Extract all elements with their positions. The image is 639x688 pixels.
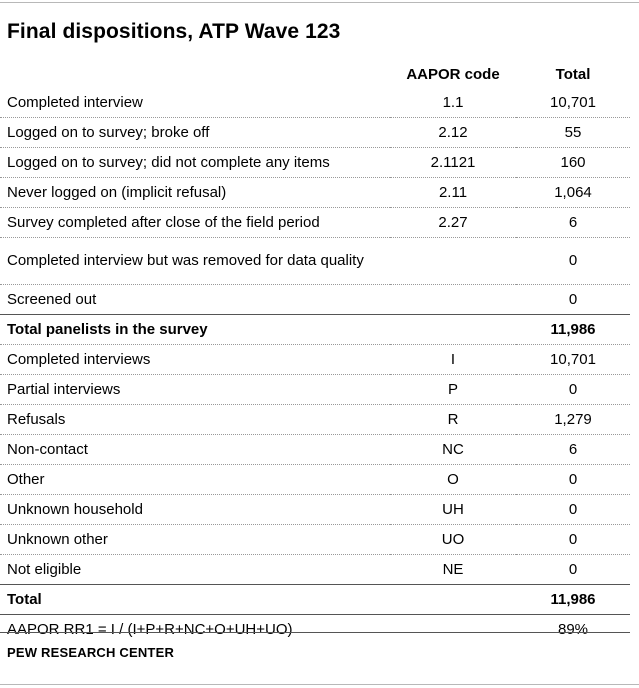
row-code: UH (390, 494, 516, 525)
row-code: NC (390, 434, 516, 465)
table-row: Completed interviews I 10,701 (0, 344, 630, 375)
row-total: 0 (516, 524, 630, 555)
table-row: Other O 0 (0, 464, 630, 495)
row-label: Not eligible (0, 554, 390, 585)
subtotal-code (390, 314, 516, 345)
row-total: 0 (516, 237, 630, 285)
total-label: Total (0, 584, 390, 615)
table-row: Not eligible NE 0 (0, 554, 630, 585)
row-total: 55 (516, 117, 630, 148)
table-row: Completed interview but was removed for … (0, 237, 630, 285)
row-code: 2.11 (390, 177, 516, 208)
header-label (0, 60, 390, 88)
table-row: Unknown other UO 0 (0, 524, 630, 555)
row-label: Unknown household (0, 494, 390, 525)
row-total: 1,064 (516, 177, 630, 208)
page-title: Final dispositions, ATP Wave 123 (7, 20, 341, 43)
source-credit: PEW RESEARCH CENTER (7, 645, 175, 660)
row-code: R (390, 404, 516, 435)
table-row: Survey completed after close of the fiel… (0, 207, 630, 238)
row-code: O (390, 464, 516, 495)
row-total: 160 (516, 147, 630, 178)
row-code (390, 237, 516, 285)
row-label: Unknown other (0, 524, 390, 555)
row-code: 1.1 (442, 93, 464, 111)
table-row: Partial interviews P 0 (0, 374, 630, 405)
subtotal-label: Total panelists in the survey (0, 314, 390, 345)
row-total: 0 (516, 494, 630, 525)
row-label: Completed interview but was removed for … (0, 237, 390, 285)
row-total: 0 (516, 464, 630, 495)
response-rate-row: AAPOR RR1 = I / (I+P+R+NC+O+UH+UO) 89% (0, 614, 630, 644)
row-label: Logged on to survey; did not complete an… (0, 147, 390, 178)
row-total: 6 (516, 434, 630, 465)
row-label: Screened out (0, 284, 390, 315)
bottom-rule (0, 684, 639, 685)
row-label: Other (0, 464, 390, 495)
row-total: 10,701 (550, 93, 596, 111)
row-label: Refusals (0, 404, 390, 435)
subtotal-total: 11,986 (516, 314, 630, 345)
row-label: Never logged on (implicit refusal) (0, 177, 390, 208)
total-row: Total 11,986 (0, 584, 630, 615)
total-value: 11,986 (516, 584, 630, 615)
subtotal-row: Total panelists in the survey 11,986 (0, 314, 630, 345)
header-total: Total (555, 65, 591, 83)
row-label: Logged on to survey; broke off (0, 117, 390, 148)
row-code: I (390, 344, 516, 375)
row-label: Partial interviews (0, 374, 390, 405)
row-label: Completed interviews (0, 344, 390, 375)
row-code: NE (390, 554, 516, 585)
row-code: 2.1121 (390, 147, 516, 178)
table-row: Screened out 0 (0, 284, 630, 315)
table-row: Refusals R 1,279 (0, 404, 630, 435)
table-row: Non-contact NC 6 (0, 434, 630, 465)
row-label: Completed interview (7, 93, 143, 111)
total-code (390, 584, 516, 615)
response-rate-label: AAPOR RR1 = I / (I+P+R+NC+O+UH+UO) (0, 614, 390, 644)
row-total: 0 (516, 554, 630, 585)
top-rule (0, 2, 639, 3)
row-label: Non-contact (0, 434, 390, 465)
footer-rule (0, 632, 630, 633)
row-code: 2.27 (390, 207, 516, 238)
row-code: 2.12 (390, 117, 516, 148)
row-code (390, 284, 516, 315)
response-rate-code (390, 614, 516, 644)
row-total: 6 (516, 207, 630, 238)
response-rate-value: 89% (516, 614, 630, 644)
row-total: 1,279 (516, 404, 630, 435)
dispositions-table: AAPOR code Total Completed interview 1.1… (0, 60, 630, 644)
table-row: Unknown household UH 0 (0, 494, 630, 525)
table-row: Never logged on (implicit refusal) 2.11 … (0, 177, 630, 208)
table-row: Completed interview 1.1 10,701 (0, 88, 630, 118)
row-total: 0 (516, 284, 630, 315)
row-code: UO (390, 524, 516, 555)
table-row: Logged on to survey; broke off 2.12 55 (0, 117, 630, 148)
header-aapor-code: AAPOR code (406, 65, 500, 83)
table-header-row: AAPOR code Total (0, 60, 630, 88)
row-total: 10,701 (516, 344, 630, 375)
table-row: Logged on to survey; did not complete an… (0, 147, 630, 178)
row-total: 0 (516, 374, 630, 405)
row-code: P (390, 374, 516, 405)
row-label: Survey completed after close of the fiel… (0, 207, 390, 238)
